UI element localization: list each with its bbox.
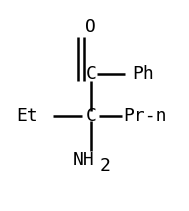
- Text: NH: NH: [72, 151, 94, 169]
- Text: Ph: Ph: [132, 65, 154, 83]
- Text: C: C: [85, 107, 96, 125]
- Text: O: O: [85, 18, 96, 37]
- Text: Pr-n: Pr-n: [123, 107, 166, 125]
- Text: 2: 2: [99, 157, 110, 175]
- Text: Et: Et: [16, 107, 38, 125]
- Text: C: C: [85, 65, 96, 83]
